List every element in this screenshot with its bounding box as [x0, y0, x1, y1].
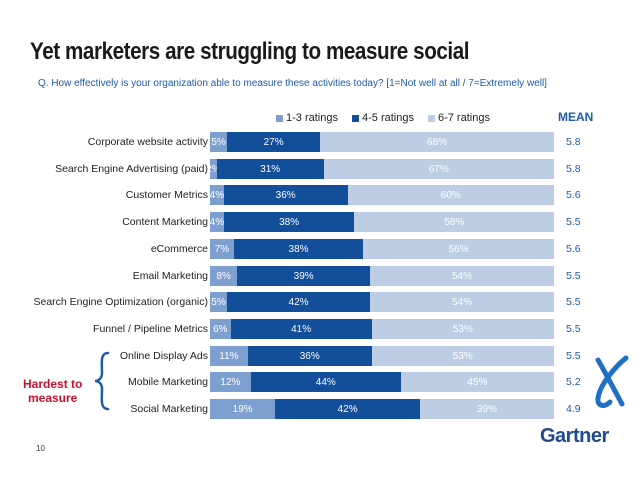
stacked-bar: 12% 44% 45% — [210, 372, 554, 392]
bar-segment: 45% — [400, 372, 554, 392]
bar-segment: 67% — [323, 159, 554, 179]
mean-value: 5.6 — [566, 243, 581, 255]
legend-swatch-high — [427, 114, 435, 122]
bar-segment: 5% — [210, 292, 228, 312]
bar-segment: 58% — [354, 212, 554, 232]
bar-segment: 53% — [371, 346, 554, 366]
legend-label-mid: 4-5 ratings — [361, 112, 414, 124]
mean-value: 5.8 — [566, 163, 581, 175]
category-label: Content Marketing — [122, 216, 208, 228]
category-label: Search Engine Advertising (paid) — [55, 163, 208, 175]
bar-segment: 68% — [320, 132, 554, 152]
bar-segment: 6% — [210, 319, 231, 339]
bar-segment: 41% — [230, 319, 372, 339]
stacked-bar: 11% 36% 53% — [210, 346, 554, 366]
bar-segment: 36% — [247, 346, 372, 366]
legend-label-low: 1-3 ratings — [286, 112, 338, 124]
bar-segment: 54% — [370, 292, 554, 312]
stacked-bar: 4% 38% 58% — [210, 212, 554, 232]
bar-segment: 44% — [250, 372, 401, 392]
mean-value: 5.5 — [566, 350, 581, 362]
category-label: Customer Metrics — [125, 189, 208, 201]
stacked-bar: 2%31%67% — [210, 159, 554, 179]
hardest-to-measure-annotation: Hardest to measure — [23, 377, 82, 405]
bar-segment: 56% — [363, 239, 554, 259]
bar-segment: 19% — [210, 399, 276, 419]
bar-segment: 60% — [347, 185, 554, 205]
survey-question: Q. How effectively is your organization … — [38, 78, 547, 89]
bar-segment: 8% — [210, 266, 238, 286]
category-label: Mobile Marketing — [128, 376, 208, 388]
slide-title: Yet marketers are struggling to measure … — [30, 38, 470, 65]
category-label: Corporate website activity — [87, 136, 208, 148]
bar-segment: 42% — [275, 399, 420, 419]
bar-segment: 11% — [210, 346, 248, 366]
stacked-bar: 5% 27% 68% — [210, 132, 554, 152]
category-label: Search Engine Optimization (organic) — [33, 296, 208, 308]
annotation-line-2: measure — [27, 391, 78, 405]
bar-segment: 36% — [223, 185, 348, 205]
bar-segment: 38% — [233, 239, 364, 259]
stacked-bar: 5% 42% 54% — [210, 292, 554, 312]
mean-column-header: MEAN — [558, 110, 594, 124]
category-label: eCommerce — [150, 243, 208, 255]
x-mark-icon — [595, 355, 629, 408]
bar-segment: 42% — [227, 292, 371, 312]
mean-value: 5.5 — [566, 296, 581, 308]
bar-segment: 54% — [370, 266, 554, 286]
legend-label-high: 6-7 ratings — [437, 112, 490, 124]
bar-segment: 12% — [210, 372, 251, 392]
bar-segment: 2% — [210, 159, 217, 179]
legend-item-low: 1-3 ratings — [276, 112, 338, 124]
bar-segment: 5% — [210, 132, 228, 152]
category-label: Email Marketing — [132, 270, 208, 282]
mean-value: 5.5 — [566, 270, 581, 282]
bar-segment: 4% — [210, 212, 224, 232]
mean-value: 5.6 — [566, 189, 581, 201]
stacked-bar: 19% 42% 39% — [210, 399, 554, 419]
gartner-logo: Gartner — [540, 425, 609, 447]
category-label: Funnel / Pipeline Metrics — [93, 323, 208, 335]
annotation-line-1: Hardest to — [23, 377, 83, 391]
curly-brace-icon — [94, 351, 110, 411]
slide-number: 10 — [36, 444, 45, 453]
mean-value: 5.2 — [566, 376, 581, 388]
mean-value: 4.9 — [566, 403, 581, 415]
legend-item-mid: 4-5 ratings — [351, 112, 414, 124]
legend-item-high: 6-7 ratings — [427, 112, 490, 124]
stacked-bar: 8% 39% 54% — [210, 266, 554, 286]
bar-segment: 7% — [210, 239, 234, 259]
legend-swatch-low — [276, 114, 283, 122]
mean-value: 5.5 — [566, 323, 581, 335]
stacked-bar: 6% 41% 53% — [210, 319, 554, 339]
chart-legend: 1-3 ratings 4-5 ratings 6-7 ratings — [276, 111, 490, 125]
bar-segment: 39% — [419, 399, 554, 419]
bar-segment: 39% — [237, 266, 371, 286]
bar-segment: 53% — [371, 319, 554, 339]
legend-swatch-mid — [351, 114, 359, 122]
category-label: Online Display Ads — [119, 350, 208, 362]
stacked-bar: 7% 38% 56% — [210, 239, 554, 259]
stacked-bar: 4% 36% 60% — [210, 185, 554, 205]
bar-segment: 38% — [223, 212, 355, 232]
category-label: Social Marketing — [130, 403, 208, 415]
mean-value: 5.8 — [566, 136, 581, 148]
bar-segment: 31% — [216, 159, 324, 179]
bar-segment: 4% — [210, 185, 224, 205]
bar-segment: 27% — [227, 132, 321, 152]
mean-value: 5.5 — [566, 216, 581, 228]
